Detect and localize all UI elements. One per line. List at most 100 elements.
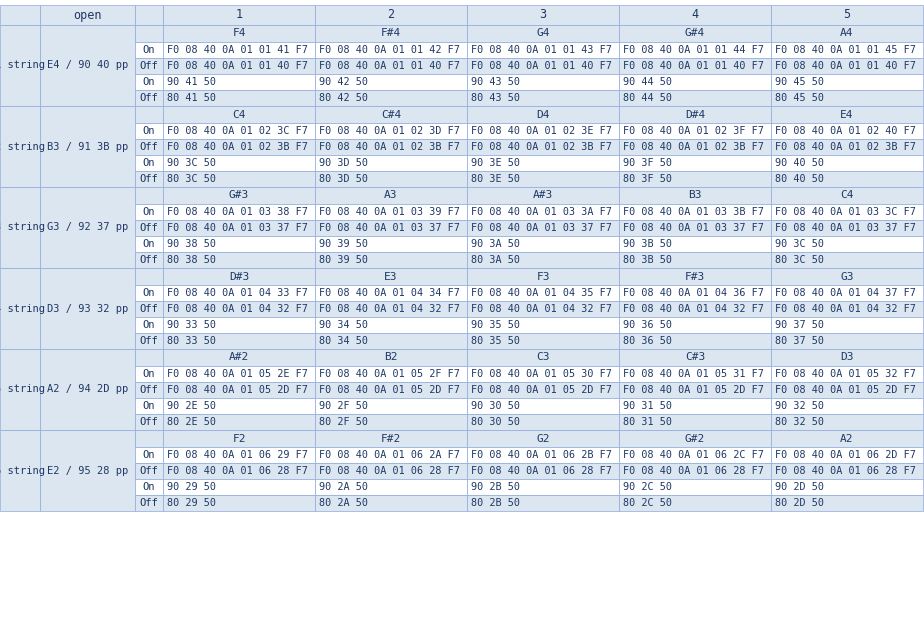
Text: F0 08 40 0A 01 03 37 F7: F0 08 40 0A 01 03 37 F7 — [623, 223, 764, 233]
Bar — [467, 187, 619, 204]
Bar — [0, 268, 40, 349]
Text: 80 37 50: 80 37 50 — [775, 336, 824, 346]
Bar — [771, 301, 923, 317]
Text: F0 08 40 0A 01 03 38 F7: F0 08 40 0A 01 03 38 F7 — [167, 207, 308, 217]
Text: On: On — [142, 158, 155, 168]
Text: E3: E3 — [384, 271, 397, 281]
Text: 90 35 50: 90 35 50 — [471, 320, 520, 330]
Text: 90 3D 50: 90 3D 50 — [319, 158, 368, 168]
Text: 90 34 50: 90 34 50 — [319, 320, 368, 330]
Text: 80 3A 50: 80 3A 50 — [471, 255, 520, 265]
Text: 90 36 50: 90 36 50 — [623, 320, 672, 330]
Bar — [315, 447, 467, 463]
Text: A2: A2 — [840, 434, 854, 444]
Text: F0 08 40 0A 01 01 40 F7: F0 08 40 0A 01 01 40 F7 — [775, 61, 916, 71]
Bar — [135, 187, 163, 204]
Text: 90 43 50: 90 43 50 — [471, 77, 520, 87]
Text: F#3: F#3 — [685, 271, 705, 281]
Text: F0 08 40 0A 01 06 28 F7: F0 08 40 0A 01 06 28 F7 — [775, 466, 916, 476]
Bar — [771, 430, 923, 447]
Text: 80 2F 50: 80 2F 50 — [319, 417, 368, 427]
Text: 90 32 50: 90 32 50 — [775, 401, 824, 411]
Text: F0 08 40 0A 01 06 28 F7: F0 08 40 0A 01 06 28 F7 — [167, 466, 308, 476]
Text: Off: Off — [140, 336, 158, 346]
Bar — [163, 333, 315, 349]
Bar — [163, 187, 315, 204]
Text: 80 40 50: 80 40 50 — [775, 174, 824, 184]
Bar — [163, 123, 315, 139]
Bar — [315, 204, 467, 220]
Text: Off: Off — [140, 417, 158, 427]
Bar — [619, 447, 771, 463]
Bar — [771, 398, 923, 414]
Bar — [135, 495, 163, 511]
Text: G4: G4 — [536, 28, 550, 38]
Bar — [315, 268, 467, 285]
Bar — [315, 123, 467, 139]
Bar — [315, 187, 467, 204]
Text: F0 08 40 0A 01 04 32 F7: F0 08 40 0A 01 04 32 F7 — [471, 304, 612, 314]
Bar — [135, 74, 163, 90]
Bar — [135, 58, 163, 74]
Text: F0 08 40 0A 01 05 2F F7: F0 08 40 0A 01 05 2F F7 — [319, 369, 460, 379]
Text: F0 08 40 0A 01 06 2D F7: F0 08 40 0A 01 06 2D F7 — [775, 450, 916, 460]
Text: F0 08 40 0A 01 03 37 F7: F0 08 40 0A 01 03 37 F7 — [167, 223, 308, 233]
Bar — [135, 42, 163, 58]
Bar — [135, 220, 163, 236]
Text: 90 38 50: 90 38 50 — [167, 239, 216, 249]
Text: 90 41 50: 90 41 50 — [167, 77, 216, 87]
Bar — [315, 317, 467, 333]
Bar — [467, 268, 619, 285]
Bar — [0, 25, 40, 106]
Bar — [619, 236, 771, 252]
Bar — [315, 106, 467, 123]
Bar — [0, 430, 40, 511]
Text: 2: 2 — [387, 9, 395, 22]
Text: 80 42 50: 80 42 50 — [319, 93, 368, 103]
Text: F0 08 40 0A 01 06 28 F7: F0 08 40 0A 01 06 28 F7 — [319, 466, 460, 476]
Bar — [315, 220, 467, 236]
Bar — [135, 366, 163, 382]
Text: 90 42 50: 90 42 50 — [319, 77, 368, 87]
Text: 90 2D 50: 90 2D 50 — [775, 482, 824, 492]
Text: F0 08 40 0A 01 01 40 F7: F0 08 40 0A 01 01 40 F7 — [471, 61, 612, 71]
Text: Off: Off — [140, 466, 158, 476]
Text: Off: Off — [140, 142, 158, 152]
Bar — [467, 123, 619, 139]
Text: F0 08 40 0A 01 05 32 F7: F0 08 40 0A 01 05 32 F7 — [775, 369, 916, 379]
Bar — [467, 382, 619, 398]
Bar — [619, 74, 771, 90]
Bar — [135, 106, 163, 123]
Text: On: On — [142, 320, 155, 330]
Text: C3: C3 — [536, 352, 550, 363]
Bar — [135, 317, 163, 333]
Bar — [467, 236, 619, 252]
Bar — [315, 58, 467, 74]
Bar — [467, 252, 619, 268]
Text: G#3: G#3 — [229, 191, 249, 201]
Text: F0 08 40 0A 01 04 37 F7: F0 08 40 0A 01 04 37 F7 — [775, 288, 916, 298]
Text: A3: A3 — [384, 191, 397, 201]
Bar — [771, 317, 923, 333]
Bar — [771, 285, 923, 301]
Text: A2 / 94 2D pp: A2 / 94 2D pp — [47, 384, 128, 394]
Bar — [315, 236, 467, 252]
Bar — [771, 204, 923, 220]
Bar — [619, 155, 771, 171]
Text: F4: F4 — [232, 28, 246, 38]
Bar — [467, 414, 619, 430]
Bar — [467, 155, 619, 171]
Text: D4: D4 — [536, 109, 550, 120]
Bar — [619, 349, 771, 366]
Bar — [135, 333, 163, 349]
Bar — [315, 495, 467, 511]
Text: E4 / 90 40 pp: E4 / 90 40 pp — [47, 60, 128, 70]
Text: 80 2B 50: 80 2B 50 — [471, 498, 520, 508]
Text: 90 3E 50: 90 3E 50 — [471, 158, 520, 168]
Bar — [163, 268, 315, 285]
Bar — [163, 430, 315, 447]
Text: F0 08 40 0A 01 05 2D F7: F0 08 40 0A 01 05 2D F7 — [167, 385, 308, 395]
Text: F0 08 40 0A 01 04 32 F7: F0 08 40 0A 01 04 32 F7 — [775, 304, 916, 314]
Bar — [467, 349, 619, 366]
Text: F3: F3 — [536, 271, 550, 281]
